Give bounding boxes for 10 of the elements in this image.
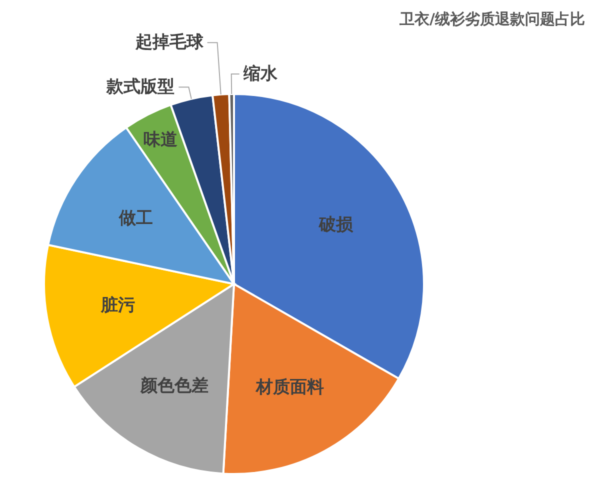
slice-label: 起掉毛球 (134, 32, 204, 53)
slice-label: 颜色色差 (140, 376, 209, 396)
slice-label: 缩水 (242, 64, 278, 84)
slice-label: 材质面料 (255, 378, 324, 398)
slice-label: 脏污 (100, 295, 136, 316)
slice-label: 味道 (144, 130, 178, 150)
slice-label: 破损 (318, 214, 354, 235)
slice-label: 款式版型 (106, 77, 175, 98)
text: 卫衣/绒衫劣质退款问题占比 (398, 10, 585, 28)
slice-label: 做工 (118, 208, 153, 229)
